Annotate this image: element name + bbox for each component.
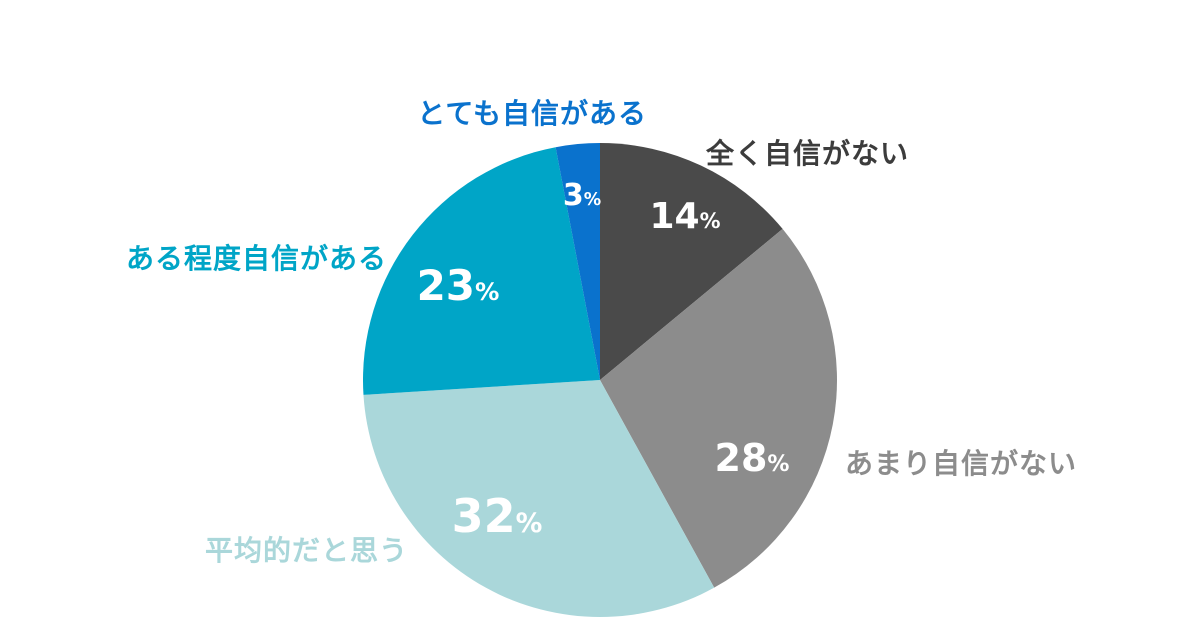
value-label-average: 32% <box>452 493 543 539</box>
pie-slice-no-confidence <box>600 143 783 380</box>
value-unit: % <box>583 190 602 210</box>
pie-slice-average <box>363 380 715 617</box>
category-label-very-confident: とても自信がある <box>417 97 647 130</box>
category-label-somewhat-confident: ある程度自信がある <box>125 242 387 275</box>
pie-slice-not-very-confident <box>600 228 837 588</box>
value-unit: % <box>699 209 721 233</box>
category-label-not-very-confident: あまり自信がない <box>845 447 1078 480</box>
value-number: 32 <box>451 489 516 543</box>
value-label-somewhat-confident: 23% <box>417 265 500 307</box>
category-label-no-confidence: 全く自信がない <box>706 137 910 170</box>
value-label-very-confident: 3% <box>563 181 601 211</box>
value-number: 14 <box>649 196 700 237</box>
pie-slice-somewhat-confident <box>363 147 600 395</box>
category-label-average: 平均的だと思う <box>205 534 409 567</box>
value-number: 23 <box>416 261 476 310</box>
value-unit: % <box>475 277 500 306</box>
value-unit: % <box>767 452 790 477</box>
value-label-no-confidence: 14% <box>649 199 720 235</box>
value-label-not-very-confident: 28% <box>715 439 790 477</box>
value-number: 28 <box>714 436 768 480</box>
value-unit: % <box>515 508 543 539</box>
pie-slice-very-confident <box>555 143 600 380</box>
value-number: 3 <box>562 178 584 213</box>
